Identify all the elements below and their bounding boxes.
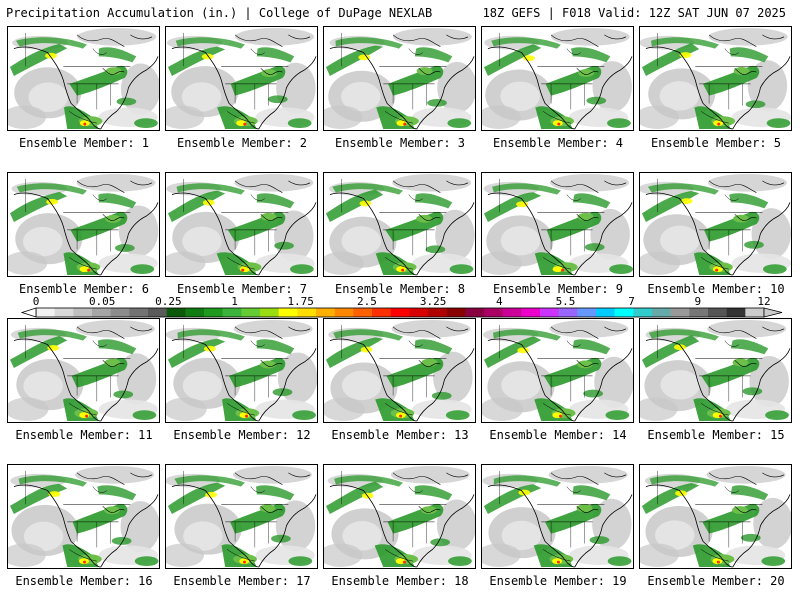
- colorbar-svg: 0 0.05 0.25 1 1.75 2.5 3.25 4 5.5 7 9 12: [20, 295, 783, 318]
- colorbar-segment: [540, 308, 559, 317]
- ensemble-member-label-8: Ensemble Member: 8: [334, 282, 466, 296]
- colorbar-segment: [484, 308, 503, 317]
- colorbar-segment: [465, 308, 485, 317]
- colorbar-segment: [558, 308, 578, 317]
- ensemble-member-label-12: Ensemble Member: 12: [173, 428, 311, 442]
- colorbar-segment: [316, 308, 335, 317]
- colorbar-min-arrow: [20, 307, 37, 318]
- colorbar-segment: [222, 308, 242, 317]
- colorbar-segment: [708, 308, 727, 317]
- ensemble-map-16: [7, 464, 160, 569]
- chart-title: Precipitation Accumulation (in.) | Colle…: [6, 6, 433, 20]
- colorbar-tick-label: 5.5: [556, 295, 576, 308]
- colorbar-segment: [390, 308, 410, 317]
- colorbar-segment: [204, 308, 223, 317]
- colorbar-segment: [652, 308, 671, 317]
- ensemble-member-label-11: Ensemble Member: 11: [15, 428, 153, 442]
- ensemble-member-label-4: Ensemble Member: 4: [492, 136, 624, 150]
- ensemble-map-12: [165, 318, 318, 423]
- colorbar-segment: [148, 308, 167, 317]
- colorbar-segment: [73, 308, 93, 317]
- colorbar-segment: [353, 308, 373, 317]
- colorbar-tick-label: 9: [694, 295, 701, 308]
- ensemble-member-label-1: Ensemble Member: 1: [18, 136, 150, 150]
- colorbar-segment: [372, 308, 391, 317]
- colorbar-tick-label: 2.5: [357, 295, 377, 308]
- colorbar-tick-label: 7: [628, 295, 635, 308]
- ensemble-map-2: [165, 26, 318, 131]
- colorbar-segment: [334, 308, 354, 317]
- colorbar-max-arrow: [763, 307, 783, 318]
- ensemble-member-label-10: Ensemble Member: 10: [647, 282, 785, 296]
- ensemble-map-17: [165, 464, 318, 569]
- colorbar-tick-label: 0.25: [155, 295, 182, 308]
- ensemble-member-label-5: Ensemble Member: 5: [650, 136, 782, 150]
- ensemble-map-6: [7, 172, 160, 277]
- colorbar-segment: [260, 308, 279, 317]
- colorbar-segment: [297, 308, 317, 317]
- colorbar-segment: [92, 308, 111, 317]
- colorbar-segment: [36, 308, 55, 317]
- colorbar-segment: [129, 308, 149, 317]
- colorbar-tick-label: 1: [231, 295, 238, 308]
- colorbar-tick-label: 12: [757, 295, 770, 308]
- ensemble-map-14: [481, 318, 634, 423]
- ensemble-member-label-9: Ensemble Member: 9: [492, 282, 624, 296]
- ensemble-map-4: [481, 26, 634, 131]
- colorbar-tick-label: 3.25: [420, 295, 447, 308]
- colorbar-segment: [502, 308, 522, 317]
- ensemble-map-19: [481, 464, 634, 569]
- ensemble-member-label-3: Ensemble Member: 3: [334, 136, 466, 150]
- ensemble-map-1: [7, 26, 160, 131]
- ensemble-map-8: [323, 172, 476, 277]
- colorbar-segment: [166, 308, 186, 317]
- ensemble-map-3: [323, 26, 476, 131]
- ensemble-map-7: [165, 172, 318, 277]
- ensemble-map-9: [481, 172, 634, 277]
- colorbar-segment: [726, 308, 746, 317]
- colorbar-segment: [689, 308, 709, 317]
- ensemble-map-11: [7, 318, 160, 423]
- ensemble-member-label-14: Ensemble Member: 14: [489, 428, 627, 442]
- colorbar-tick-label: 4: [496, 295, 503, 308]
- ensemble-map-20: [639, 464, 792, 569]
- ensemble-member-label-2: Ensemble Member: 2: [176, 136, 308, 150]
- colorbar-segment: [745, 308, 765, 317]
- ensemble-map-13: [323, 318, 476, 423]
- colorbar-segment: [428, 308, 447, 317]
- ensemble-member-label-13: Ensemble Member: 13: [331, 428, 469, 442]
- ensemble-map-15: [639, 318, 792, 423]
- ensemble-member-label-20: Ensemble Member: 20: [647, 574, 785, 588]
- colorbar-segment: [278, 308, 298, 317]
- ensemble-member-label-16: Ensemble Member: 16: [15, 574, 153, 588]
- ensemble-member-label-19: Ensemble Member: 19: [489, 574, 627, 588]
- colorbar-tick-label: 0.05: [89, 295, 116, 308]
- colorbar-segment: [521, 308, 541, 317]
- colorbar-tick-label: 1.75: [287, 295, 314, 308]
- ensemble-map-5: [639, 26, 792, 131]
- colorbar-segment: [596, 308, 615, 317]
- colorbar-segment: [577, 308, 597, 317]
- run-info: 18Z GEFS | F018 Valid: 12Z SAT JUN 07 20…: [482, 6, 786, 20]
- colorbar-segment: [185, 308, 205, 317]
- colorbar-segment: [633, 308, 653, 317]
- precip-colorbar: 0 0.05 0.25 1 1.75 2.5 3.25 4 5.5 7 9 12: [0, 294, 800, 322]
- colorbar-segment: [670, 308, 690, 317]
- ensemble-member-label-15: Ensemble Member: 15: [647, 428, 785, 442]
- ensemble-member-label-18: Ensemble Member: 18: [331, 574, 469, 588]
- ensemble-map-10: [639, 172, 792, 277]
- colorbar-segment: [614, 308, 634, 317]
- colorbar-segment: [446, 308, 466, 317]
- colorbar-tick-label: 0: [33, 295, 40, 308]
- colorbar-segment: [409, 308, 429, 317]
- ensemble-member-label-6: Ensemble Member: 6: [18, 282, 150, 296]
- colorbar-segment: [54, 308, 74, 317]
- ensemble-member-label-17: Ensemble Member: 17: [173, 574, 311, 588]
- ensemble-member-label-7: Ensemble Member: 7: [176, 282, 308, 296]
- colorbar-segment: [241, 308, 261, 317]
- colorbar-segment: [110, 308, 130, 317]
- ensemble-map-18: [323, 464, 476, 569]
